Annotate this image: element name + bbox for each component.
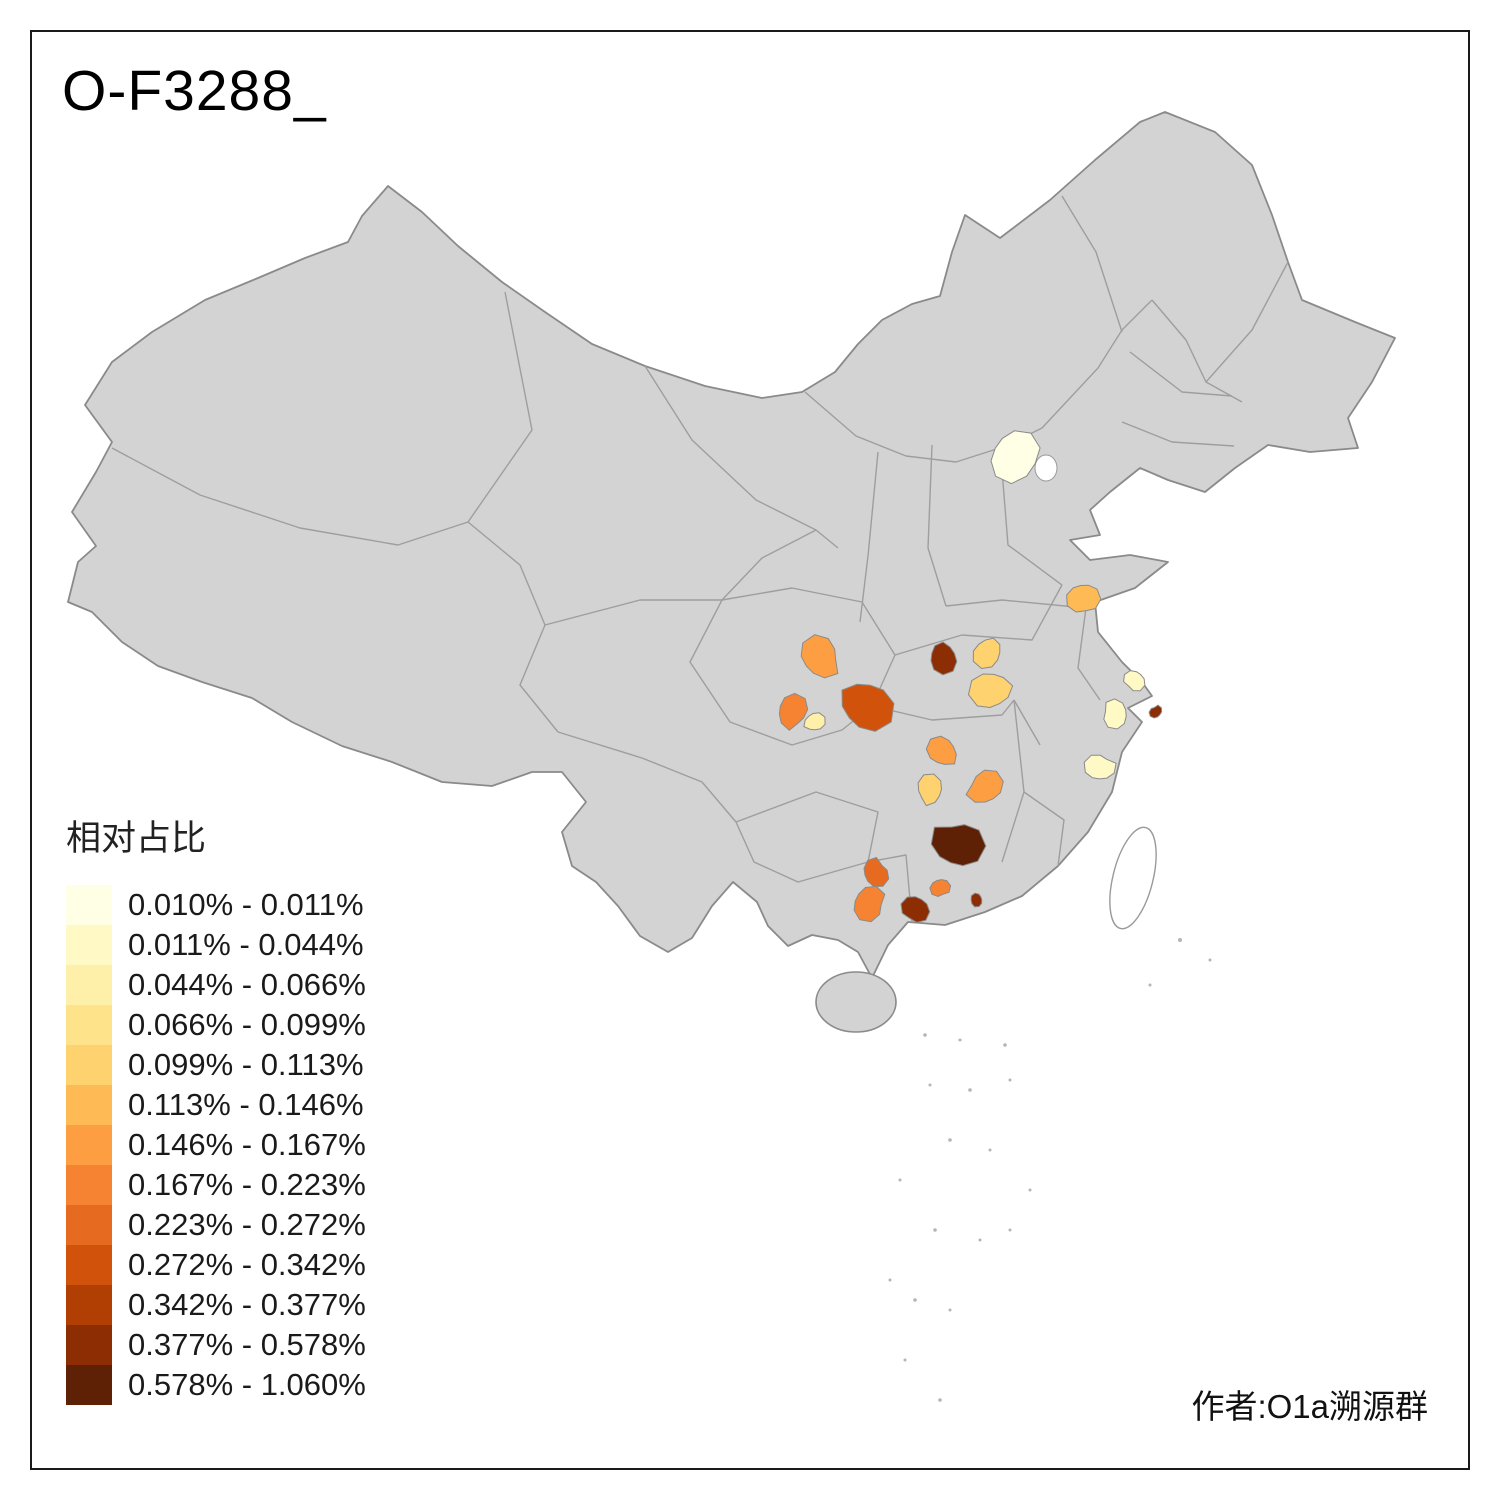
legend-row: 0.044% - 0.066% (66, 965, 366, 1005)
legend-swatch (66, 1245, 112, 1285)
legend-label: 0.066% - 0.099% (128, 1007, 366, 1042)
province-borders (111, 195, 1289, 923)
hainan-island (815, 971, 897, 1033)
legend-row: 0.099% - 0.113% (66, 1045, 366, 1085)
legend-swatch (66, 1045, 112, 1085)
map-region-east-guangdong (970, 892, 983, 908)
legend-label: 0.099% - 0.113% (128, 1047, 364, 1082)
legend-items: 0.010% - 0.011% 0.011% - 0.044% 0.044% - 0… (66, 885, 366, 1405)
map-region-chongqing-main (841, 683, 895, 732)
page-title: O-F3288_ (62, 59, 327, 123)
sea-islands (888, 938, 1212, 1402)
legend-swatch (66, 1125, 112, 1165)
map-region-zhoushan-coast (1148, 704, 1163, 719)
legend: 相对占比 0.010% - 0.011% 0.011% - 0.044% 0.044… (66, 810, 366, 1405)
legend-row: 0.011% - 0.044% (66, 925, 366, 965)
map-region-north-zhejiang (1103, 698, 1127, 730)
legend-row: 0.066% - 0.099% (66, 1005, 366, 1045)
legend-row: 0.113% - 0.146% (66, 1085, 366, 1125)
attribution: 作者:O1a溯源群 (1191, 1388, 1428, 1425)
legend-label: 0.113% - 0.146% (128, 1087, 364, 1122)
legend-label: 0.223% - 0.272% (128, 1207, 366, 1242)
legend-label: 0.146% - 0.167% (128, 1127, 366, 1162)
legend-label: 0.011% - 0.044% (128, 927, 364, 962)
legend-row: 0.342% - 0.377% (66, 1285, 366, 1325)
map-region-central-hunan (917, 773, 943, 807)
legend-title: 相对占比 (66, 819, 207, 858)
map-region-west-guangdong (929, 879, 952, 898)
map-region-south-hunan (930, 824, 987, 867)
map-region-east-hubei (967, 673, 1014, 709)
legend-swatch (66, 925, 112, 965)
legend-swatch (66, 1165, 112, 1205)
colored-regions-layer (778, 430, 1163, 923)
map-region-south-zhejiang (1083, 754, 1117, 780)
legend-row: 0.010% - 0.011% (66, 885, 366, 925)
legend-swatch (66, 1365, 112, 1405)
legend-swatch (66, 965, 112, 1005)
map-region-north-hunan (925, 735, 957, 765)
mainland-outline (67, 111, 1396, 979)
legend-row: 0.146% - 0.167% (66, 1125, 366, 1165)
map-region-beijing (990, 430, 1041, 485)
legend-label: 0.272% - 0.342% (128, 1247, 366, 1282)
legend-label: 0.377% - 0.578% (128, 1327, 366, 1362)
legend-swatch (66, 1205, 112, 1245)
map-region-east-sichuan (800, 634, 839, 679)
map-region-chongqing-pale (803, 712, 826, 731)
tianjin-white-region (1034, 454, 1058, 482)
legend-swatch (66, 885, 112, 925)
map-region-west-chongqing (778, 692, 809, 731)
legend-swatch (66, 1285, 112, 1325)
legend-label: 0.342% - 0.377% (128, 1287, 366, 1322)
legend-row: 0.272% - 0.342% (66, 1245, 366, 1285)
legend-row: 0.377% - 0.578% (66, 1325, 366, 1365)
legend-swatch (66, 1005, 112, 1045)
map-region-central-guangxi (853, 885, 886, 923)
legend-row: 0.223% - 0.272% (66, 1205, 366, 1245)
legend-label: 0.578% - 1.060% (128, 1367, 366, 1402)
legend-row: 0.578% - 1.060% (66, 1365, 366, 1405)
taiwan-island (1109, 826, 1157, 930)
map-region-central-guangdong (900, 896, 931, 923)
map-region-east-hunan (965, 769, 1004, 803)
legend-label: 0.167% - 0.223% (128, 1167, 366, 1202)
map-region-west-hubei (930, 641, 958, 676)
legend-swatch (66, 1325, 112, 1365)
map-region-central-hubei (972, 637, 1001, 670)
map-region-shanghai-area (1123, 670, 1146, 692)
legend-label: 0.010% - 0.011% (128, 887, 364, 922)
legend-label: 0.044% - 0.066% (128, 967, 366, 1002)
map-region-northeast-guangxi (863, 856, 890, 888)
legend-swatch (66, 1085, 112, 1125)
map-region-north-jiangsu (1066, 584, 1102, 613)
legend-row: 0.167% - 0.223% (66, 1165, 366, 1205)
